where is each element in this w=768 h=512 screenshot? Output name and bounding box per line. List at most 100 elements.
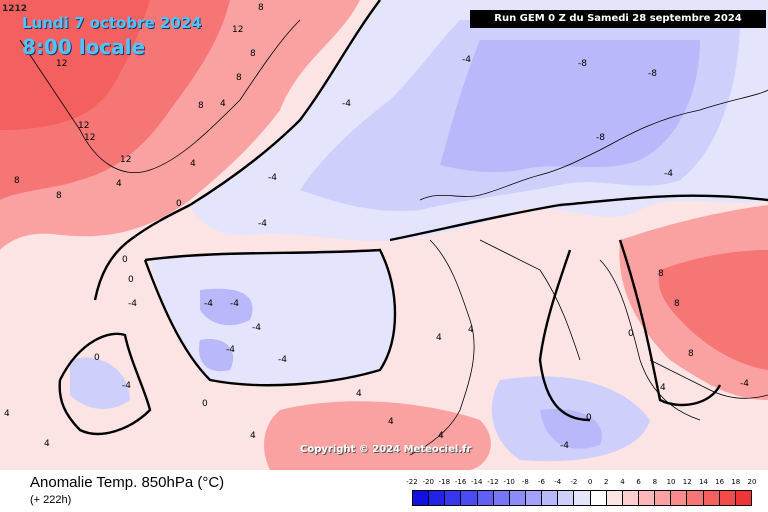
map-label: -4 bbox=[252, 323, 261, 333]
coast-greece bbox=[649, 359, 768, 399]
scale-swatch bbox=[493, 491, 510, 505]
map-label: 4 bbox=[220, 99, 226, 109]
scale-swatch bbox=[655, 491, 672, 505]
scale-swatch bbox=[525, 491, 543, 505]
map-label: 8 bbox=[658, 269, 664, 279]
map-label: -4 bbox=[342, 99, 351, 109]
warm-peak-nw bbox=[0, 0, 150, 130]
map-label: 12 bbox=[84, 133, 95, 143]
cool-core-scandinavia bbox=[440, 40, 700, 173]
scale-swatch bbox=[638, 491, 656, 505]
map-label: 4 bbox=[438, 431, 444, 441]
map-label: 8 bbox=[258, 3, 264, 13]
copyright-notice: Copyright © 2024 Meteociel.fr bbox=[300, 444, 472, 455]
contour-zero-basin bbox=[143, 248, 397, 387]
warm-core-east bbox=[658, 250, 768, 370]
field-title: Anomalie Temp. 850hPa (°C) bbox=[30, 474, 225, 491]
scale-label: 14 bbox=[698, 478, 708, 486]
map-label: -4 bbox=[560, 441, 569, 451]
scale-label: 16 bbox=[715, 478, 725, 486]
map-label: 12 bbox=[56, 59, 67, 69]
warm-anomaly-south bbox=[264, 401, 491, 470]
scale-label: 10 bbox=[666, 478, 676, 486]
scale-label: -16 bbox=[454, 478, 467, 486]
map-label: 4 bbox=[4, 409, 10, 419]
map-label: 4 bbox=[436, 333, 442, 343]
map-label: 12 bbox=[78, 121, 89, 131]
map-label: 4 bbox=[190, 159, 196, 169]
coast-scandinavia bbox=[419, 89, 768, 201]
map-label: -4 bbox=[226, 345, 235, 355]
scale-label: 6 bbox=[636, 478, 641, 486]
map-label: -4 bbox=[230, 299, 239, 309]
map-label: 0 bbox=[628, 329, 634, 339]
map-label: -4 bbox=[278, 355, 287, 365]
scale-swatch bbox=[509, 491, 526, 505]
scale-swatch bbox=[574, 491, 591, 505]
lead-time: (+ 222h) bbox=[30, 494, 72, 506]
contour-labels: 12 12 12 8 8 8 12 8 12 8 4 8 4 0 4 -4 -4… bbox=[4, 3, 749, 451]
coast-italy bbox=[599, 259, 701, 421]
contour-zero-peninsula bbox=[538, 249, 591, 422]
map-label: -4 bbox=[268, 173, 277, 183]
contour-zero-southwest bbox=[58, 332, 152, 436]
map-label: 8 bbox=[688, 349, 694, 359]
map-label: -4 bbox=[462, 55, 471, 65]
scale-label: 20 bbox=[747, 478, 757, 486]
map-label: 0 bbox=[202, 399, 208, 409]
scale-label: 2 bbox=[604, 478, 609, 486]
scale-swatch bbox=[671, 491, 688, 505]
scale-label: 4 bbox=[620, 478, 625, 486]
corner-code: 1212 bbox=[2, 4, 28, 14]
scale-labels: -22 -20 -18 -16 -14 -12 -10 -8 -6 -4 -2 0 2 4 6 8 10 12 14… bbox=[406, 478, 756, 488]
map-label: -8 bbox=[578, 59, 587, 69]
map-label: -4 bbox=[664, 169, 673, 179]
scale-bar bbox=[412, 490, 752, 506]
scale-label: 0 bbox=[587, 478, 593, 486]
contour-zero-east bbox=[389, 194, 768, 242]
cool-spot-southwest bbox=[70, 357, 130, 410]
map-label: -4 bbox=[204, 299, 213, 309]
coast-france bbox=[479, 239, 581, 361]
run-info-banner: Run GEM 0 Z du Samedi 28 septembre 2024 bbox=[470, 10, 766, 28]
scale-label: -6 bbox=[538, 478, 546, 486]
coast-greenland bbox=[19, 19, 301, 173]
map-label: 0 bbox=[128, 275, 134, 285]
map-label: -8 bbox=[648, 69, 657, 79]
map-label: 8 bbox=[674, 299, 680, 309]
map-label: 0 bbox=[94, 353, 100, 363]
scale-swatch bbox=[445, 491, 462, 505]
map-label: -8 bbox=[596, 133, 605, 143]
map-label: 4 bbox=[468, 325, 474, 335]
scale-label: -20 bbox=[422, 478, 434, 486]
map-label: 4 bbox=[356, 389, 362, 399]
scale-swatch bbox=[413, 491, 430, 505]
map-label: 8 bbox=[236, 73, 242, 83]
map-label: 4 bbox=[250, 431, 256, 441]
scale-swatch bbox=[542, 491, 559, 505]
scale-label: -2 bbox=[570, 478, 578, 486]
scale-swatch bbox=[477, 491, 494, 505]
scale-label: -14 bbox=[471, 478, 483, 486]
map-label: 0 bbox=[586, 413, 592, 423]
scale-label: -18 bbox=[438, 478, 451, 486]
cool-spot-south bbox=[199, 339, 234, 372]
scale-swatch bbox=[719, 491, 736, 505]
scale-swatch bbox=[429, 491, 446, 505]
scale-swatch bbox=[687, 491, 704, 505]
map-label: 4 bbox=[44, 439, 50, 449]
map-label: 0 bbox=[176, 199, 182, 209]
color-scale: -22 -20 -18 -16 -14 -12 -10 -8 -6 -4 -2 0 2 4 6 8 10 12 14… bbox=[406, 478, 756, 508]
contour-zero-north bbox=[189, 0, 381, 207]
scale-swatch bbox=[606, 491, 623, 505]
scale-label: -12 bbox=[487, 478, 499, 486]
map-label: 12 bbox=[120, 155, 131, 165]
map-label: 8 bbox=[56, 191, 62, 201]
map-label: -4 bbox=[258, 219, 267, 229]
map-label: -4 bbox=[122, 381, 131, 391]
scale-swatch bbox=[622, 491, 639, 505]
map-label: 0 bbox=[122, 255, 128, 265]
zero-contours bbox=[58, 0, 768, 436]
scale-swatch bbox=[703, 491, 720, 505]
coast-iberia bbox=[409, 239, 475, 456]
